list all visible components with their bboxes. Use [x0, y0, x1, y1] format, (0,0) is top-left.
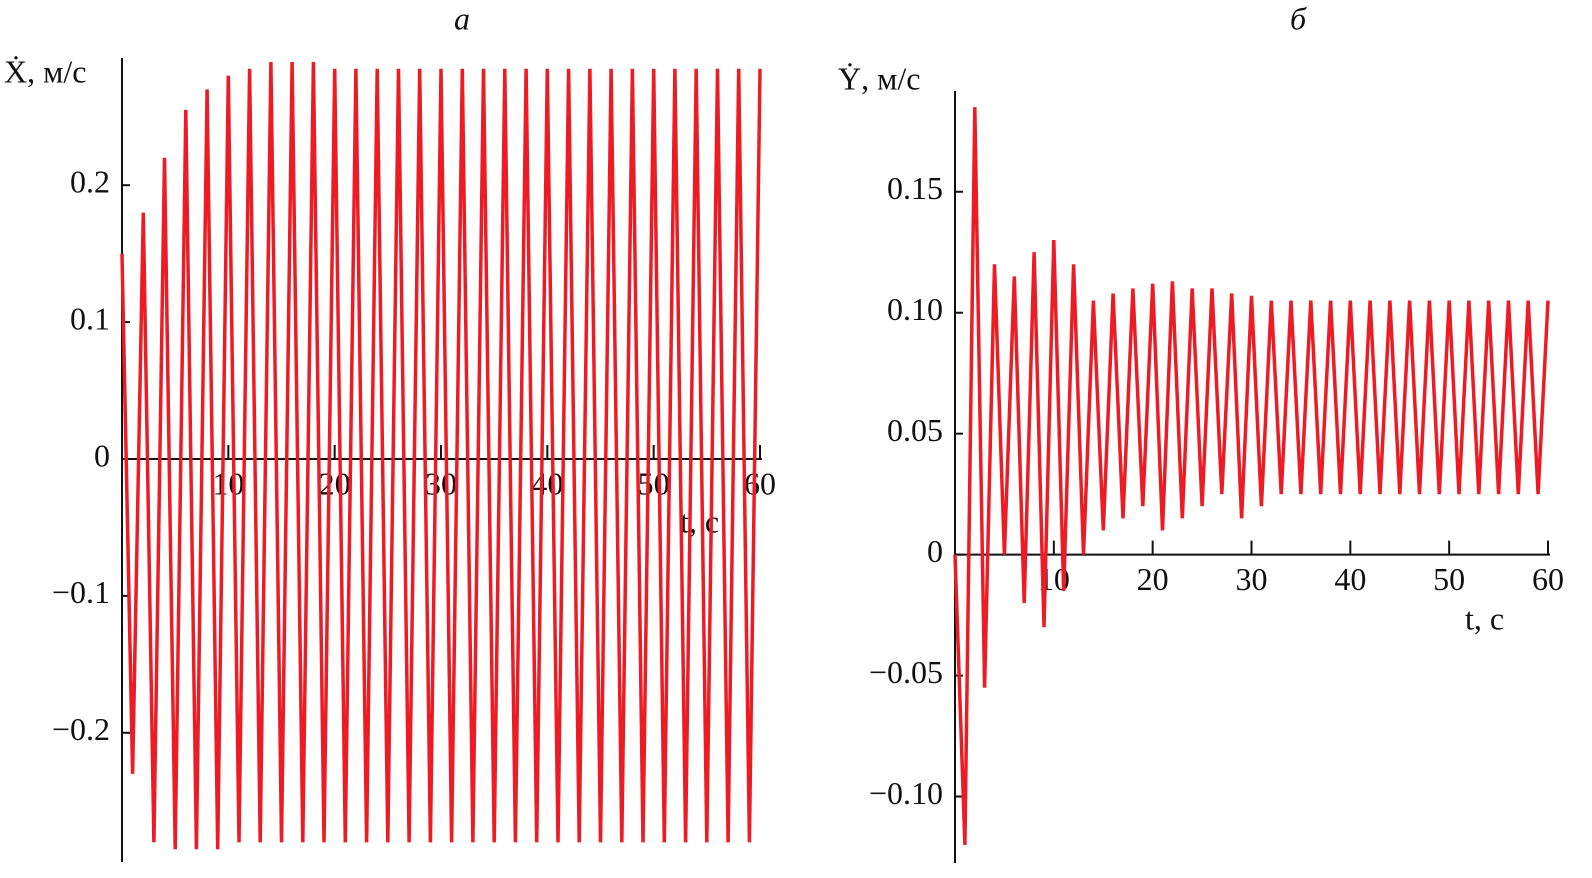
- x-tick-label: 50: [1433, 561, 1465, 597]
- data-line: [120, 61, 762, 850]
- x-tick-label: 60: [1532, 561, 1564, 597]
- x-tick-label: 20: [1137, 561, 1169, 597]
- y-tick-label: 0.1: [70, 300, 110, 336]
- y-tick-label: −0.1: [52, 574, 110, 610]
- x-tick-label: 40: [531, 465, 563, 501]
- y-tick-label: 0: [927, 533, 943, 569]
- y-tick-label: 0.10: [887, 291, 943, 327]
- x-axis-label: t, с: [680, 503, 719, 539]
- x-tick-label: 30: [425, 465, 457, 501]
- y-tick-label: 0.05: [887, 412, 943, 448]
- x-tick-label: 10: [212, 465, 244, 501]
- data-line: [953, 107, 1550, 845]
- y-tick-label: 0.2: [70, 164, 110, 200]
- y-tick-label: 0.15: [887, 170, 943, 206]
- y-tick-label: −0.05: [869, 654, 943, 690]
- x-tick-label: 40: [1334, 561, 1366, 597]
- y-tick-label: −0.2: [52, 711, 110, 747]
- y-axis-label: Ẏ, м/с: [838, 60, 920, 96]
- y-axis-label: Ẋ, м/с: [4, 53, 86, 89]
- chart-title: б: [1290, 0, 1307, 36]
- x-tick-label: 30: [1236, 561, 1268, 597]
- x-axis-label: t, с: [1465, 600, 1504, 636]
- chart-title: а: [454, 0, 470, 36]
- y-tick-label: −0.10: [869, 775, 943, 811]
- x-tick-label: 50: [638, 465, 670, 501]
- y-tick-label: 0: [94, 437, 110, 473]
- x-tick-label: 20: [319, 465, 351, 501]
- x-tick-label: 60: [744, 465, 776, 501]
